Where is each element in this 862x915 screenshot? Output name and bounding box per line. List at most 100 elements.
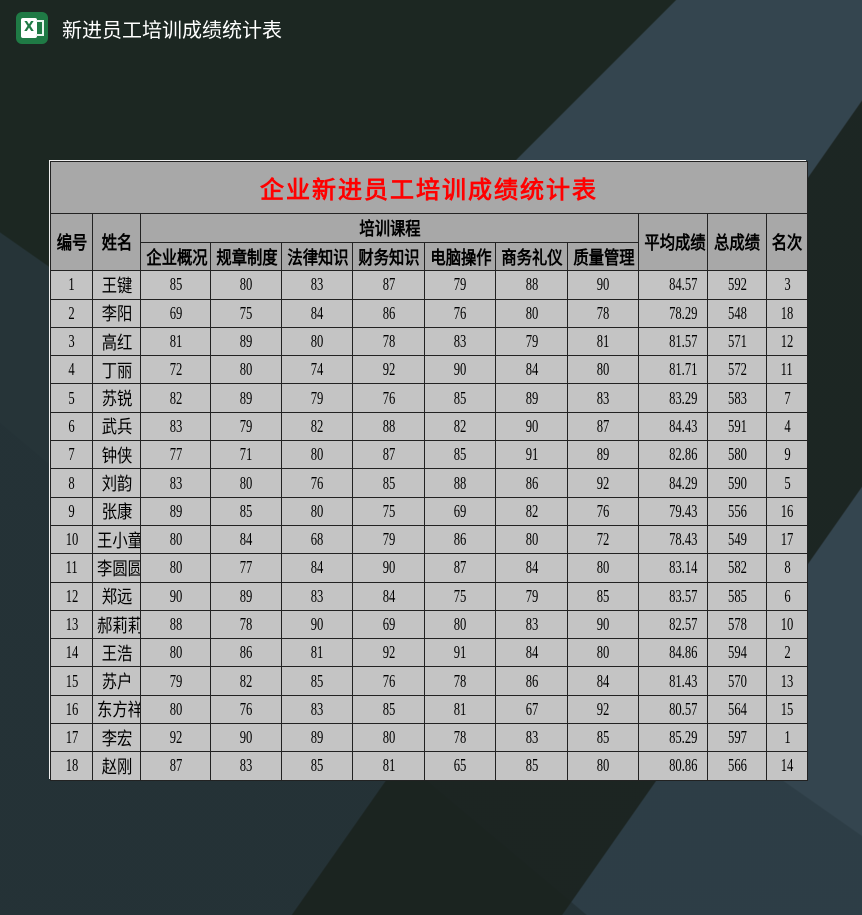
cell-total[interactable]: 564 bbox=[707, 694, 767, 725]
cell-total[interactable]: 580 bbox=[707, 440, 767, 470]
header-total[interactable]: 总成绩 bbox=[707, 212, 767, 272]
cell-avg[interactable]: 84.43 bbox=[638, 411, 708, 442]
cell-score[interactable]: 80 bbox=[567, 355, 639, 385]
cell-score[interactable]: 82 bbox=[210, 666, 282, 696]
cell-avg[interactable]: 80.86 bbox=[638, 751, 708, 781]
cell-score[interactable]: 89 bbox=[567, 440, 639, 470]
cell-total[interactable]: 582 bbox=[707, 553, 767, 583]
cell-id[interactable]: 14 bbox=[50, 638, 93, 668]
cell-score[interactable]: 87 bbox=[352, 270, 425, 300]
cell-score[interactable]: 80 bbox=[567, 751, 639, 781]
cell-score[interactable]: 87 bbox=[567, 411, 639, 442]
cell-score[interactable]: 85 bbox=[567, 723, 639, 753]
cell-name[interactable]: 丁丽 bbox=[92, 355, 141, 385]
cell-avg[interactable]: 81.43 bbox=[638, 666, 708, 696]
cell-score[interactable]: 80 bbox=[281, 326, 353, 357]
cell-score[interactable]: 88 bbox=[140, 609, 211, 640]
cell-score[interactable]: 80 bbox=[495, 524, 568, 555]
cell-rank[interactable]: 13 bbox=[766, 666, 808, 696]
cell-score[interactable]: 76 bbox=[352, 666, 425, 696]
cell-id[interactable]: 7 bbox=[50, 440, 93, 470]
cell-score[interactable]: 88 bbox=[352, 411, 425, 442]
cell-score[interactable]: 90 bbox=[352, 553, 425, 583]
cell-score[interactable]: 83 bbox=[495, 609, 568, 640]
cell-score[interactable]: 82 bbox=[140, 383, 211, 413]
cell-score[interactable]: 90 bbox=[567, 270, 639, 300]
cell-score[interactable]: 72 bbox=[567, 524, 639, 555]
cell-score[interactable]: 65 bbox=[424, 751, 496, 781]
cell-score[interactable]: 86 bbox=[495, 666, 568, 696]
cell-avg[interactable]: 83.29 bbox=[638, 383, 708, 413]
cell-score[interactable]: 87 bbox=[352, 440, 425, 470]
cell-rank[interactable]: 4 bbox=[766, 411, 808, 442]
cell-name[interactable]: 李圆圆 bbox=[92, 553, 141, 583]
cell-score[interactable]: 85 bbox=[210, 496, 282, 526]
header-course[interactable]: 企业概况 bbox=[140, 241, 211, 272]
cell-total[interactable]: 572 bbox=[707, 355, 767, 385]
cell-score[interactable]: 74 bbox=[281, 355, 353, 385]
cell-score[interactable]: 86 bbox=[424, 524, 496, 555]
cell-rank[interactable]: 1 bbox=[766, 723, 808, 753]
cell-score[interactable]: 76 bbox=[352, 383, 425, 413]
cell-score[interactable]: 85 bbox=[567, 581, 639, 611]
cell-score[interactable]: 84 bbox=[281, 298, 353, 328]
cell-id[interactable]: 13 bbox=[50, 609, 93, 640]
cell-total[interactable]: 548 bbox=[707, 298, 767, 328]
cell-score[interactable]: 89 bbox=[210, 581, 282, 611]
cell-score[interactable]: 90 bbox=[424, 355, 496, 385]
cell-name[interactable]: 王键 bbox=[92, 270, 141, 300]
cell-score[interactable]: 89 bbox=[210, 383, 282, 413]
cell-score[interactable]: 84 bbox=[495, 355, 568, 385]
cell-score[interactable]: 84 bbox=[352, 581, 425, 611]
cell-score[interactable]: 83 bbox=[424, 326, 496, 357]
cell-score[interactable]: 83 bbox=[281, 581, 353, 611]
cell-name[interactable]: 苏户 bbox=[92, 666, 141, 696]
cell-score[interactable]: 85 bbox=[424, 383, 496, 413]
cell-score[interactable]: 80 bbox=[210, 355, 282, 385]
cell-id[interactable]: 11 bbox=[50, 553, 93, 583]
cell-score[interactable]: 85 bbox=[424, 440, 496, 470]
cell-score[interactable]: 82 bbox=[281, 411, 353, 442]
header-avg[interactable]: 平均成绩 bbox=[638, 212, 708, 272]
header-courses-group[interactable]: 培训课程 bbox=[140, 213, 639, 243]
cell-avg[interactable]: 81.57 bbox=[638, 326, 708, 357]
cell-score[interactable]: 91 bbox=[424, 638, 496, 668]
cell-score[interactable]: 89 bbox=[140, 496, 211, 526]
cell-score[interactable]: 83 bbox=[495, 723, 568, 753]
cell-id[interactable]: 2 bbox=[50, 298, 93, 328]
cell-score[interactable]: 81 bbox=[567, 326, 639, 357]
cell-score[interactable]: 84 bbox=[495, 553, 568, 583]
header-rank[interactable]: 名次 bbox=[766, 212, 808, 272]
cell-name[interactable]: 钟侠 bbox=[92, 440, 141, 470]
cell-score[interactable]: 69 bbox=[140, 298, 211, 328]
cell-score[interactable]: 85 bbox=[352, 468, 425, 498]
header-id[interactable]: 编号 bbox=[50, 212, 93, 272]
cell-score[interactable]: 83 bbox=[281, 270, 353, 300]
cell-total[interactable]: 592 bbox=[707, 270, 767, 300]
cell-name[interactable]: 郑远 bbox=[92, 581, 141, 611]
cell-score[interactable]: 88 bbox=[495, 270, 568, 300]
cell-name[interactable]: 东方祥 bbox=[92, 694, 141, 725]
cell-id[interactable]: 9 bbox=[50, 496, 93, 526]
cell-score[interactable]: 76 bbox=[567, 496, 639, 526]
cell-score[interactable]: 80 bbox=[567, 638, 639, 668]
cell-score[interactable]: 71 bbox=[210, 440, 282, 470]
cell-rank[interactable]: 10 bbox=[766, 609, 808, 640]
cell-total[interactable]: 570 bbox=[707, 666, 767, 696]
cell-name[interactable]: 刘韵 bbox=[92, 468, 141, 498]
cell-score[interactable]: 79 bbox=[281, 383, 353, 413]
cell-name[interactable]: 王浩 bbox=[92, 638, 141, 668]
cell-total[interactable]: 594 bbox=[707, 638, 767, 668]
cell-score[interactable]: 85 bbox=[281, 751, 353, 781]
cell-rank[interactable]: 17 bbox=[766, 524, 808, 555]
header-course[interactable]: 规章制度 bbox=[210, 241, 282, 272]
cell-score[interactable]: 80 bbox=[140, 524, 211, 555]
cell-rank[interactable]: 12 bbox=[766, 326, 808, 357]
cell-avg[interactable]: 84.86 bbox=[638, 638, 708, 668]
cell-score[interactable]: 76 bbox=[281, 468, 353, 498]
header-course[interactable]: 财务知识 bbox=[352, 241, 425, 272]
header-course[interactable]: 质量管理 bbox=[567, 241, 639, 272]
cell-id[interactable]: 3 bbox=[50, 326, 93, 357]
cell-name[interactable]: 王小童 bbox=[92, 524, 141, 555]
cell-score[interactable]: 85 bbox=[495, 751, 568, 781]
